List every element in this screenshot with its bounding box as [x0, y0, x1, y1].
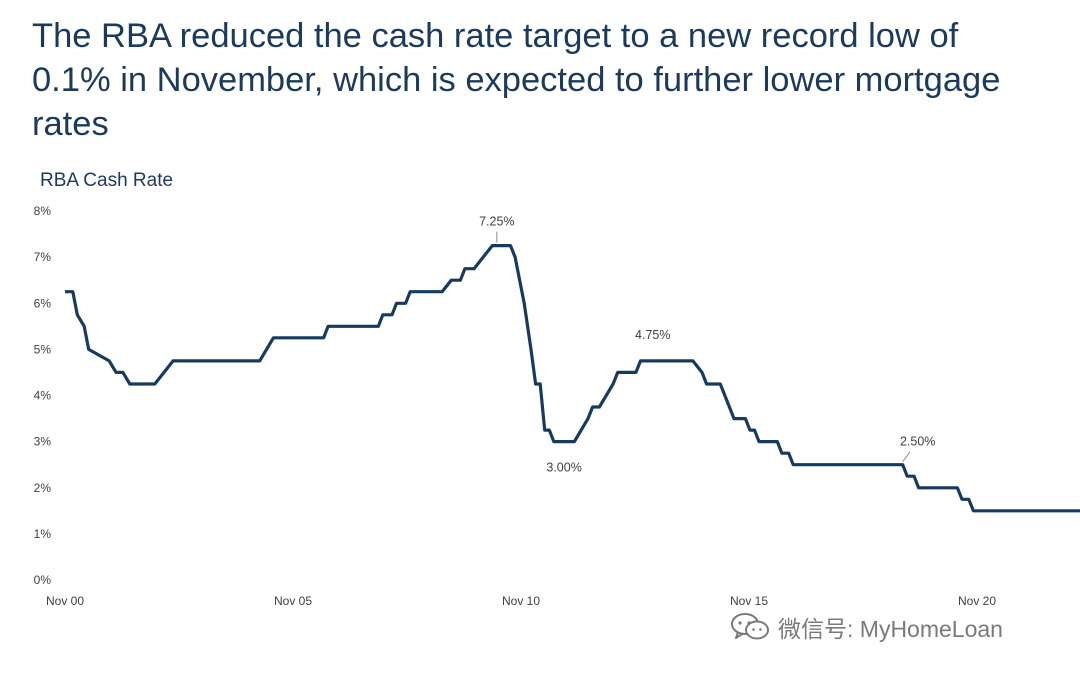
y-tick-label: 4% — [34, 389, 52, 403]
y-tick-label: 1% — [34, 527, 52, 541]
y-tick-label: 5% — [34, 342, 52, 356]
wechat-icon — [731, 613, 769, 640]
rba-cash-rate-chart: 0%1%2%3%4%5%6%7%8% Nov 00 Nov 05 Nov 10 Nov… — [34, 204, 1080, 608]
y-tick-label: 7% — [34, 250, 52, 264]
x-axis-ticks: Nov 00 Nov 05 Nov 10 Nov 15 Nov 20 — [46, 594, 996, 608]
x-tick-label: Nov 00 — [46, 594, 84, 608]
y-tick-label: 8% — [34, 204, 52, 218]
annotation-leader — [902, 451, 911, 462]
annotations: 7.25%3.00%4.75%2.50%1.50%0.25%0.10% — [479, 215, 935, 475]
x-tick-label: Nov 15 — [730, 594, 768, 608]
headline: The RBA reduced the cash rate target to … — [32, 17, 1001, 143]
annotation-label: 2.50% — [900, 435, 935, 449]
y-tick-label: 2% — [34, 481, 52, 495]
watermark-text: 微信号: MyHomeLoan — [778, 616, 1003, 642]
annotation-label: 3.00% — [546, 461, 581, 475]
annotation-label: 7.25% — [479, 215, 514, 229]
annotation-label: 4.75% — [635, 328, 670, 342]
y-axis-ticks: 0% 1% 2% 3% 4% 5% 6% 7% 8% — [34, 204, 52, 587]
chart-title: RBA Cash Rate — [40, 170, 174, 191]
watermark: 微信号: MyHomeLoan — [730, 610, 1003, 644]
x-tick-label: Nov 20 — [958, 594, 996, 608]
x-tick-label: Nov 10 — [502, 594, 540, 608]
y-tick-label: 3% — [34, 435, 52, 449]
x-tick-label: Nov 05 — [274, 594, 312, 608]
cash-rate-line — [65, 244, 1080, 513]
y-tick-label: 6% — [34, 296, 52, 310]
y-tick-label: 0% — [34, 573, 52, 587]
